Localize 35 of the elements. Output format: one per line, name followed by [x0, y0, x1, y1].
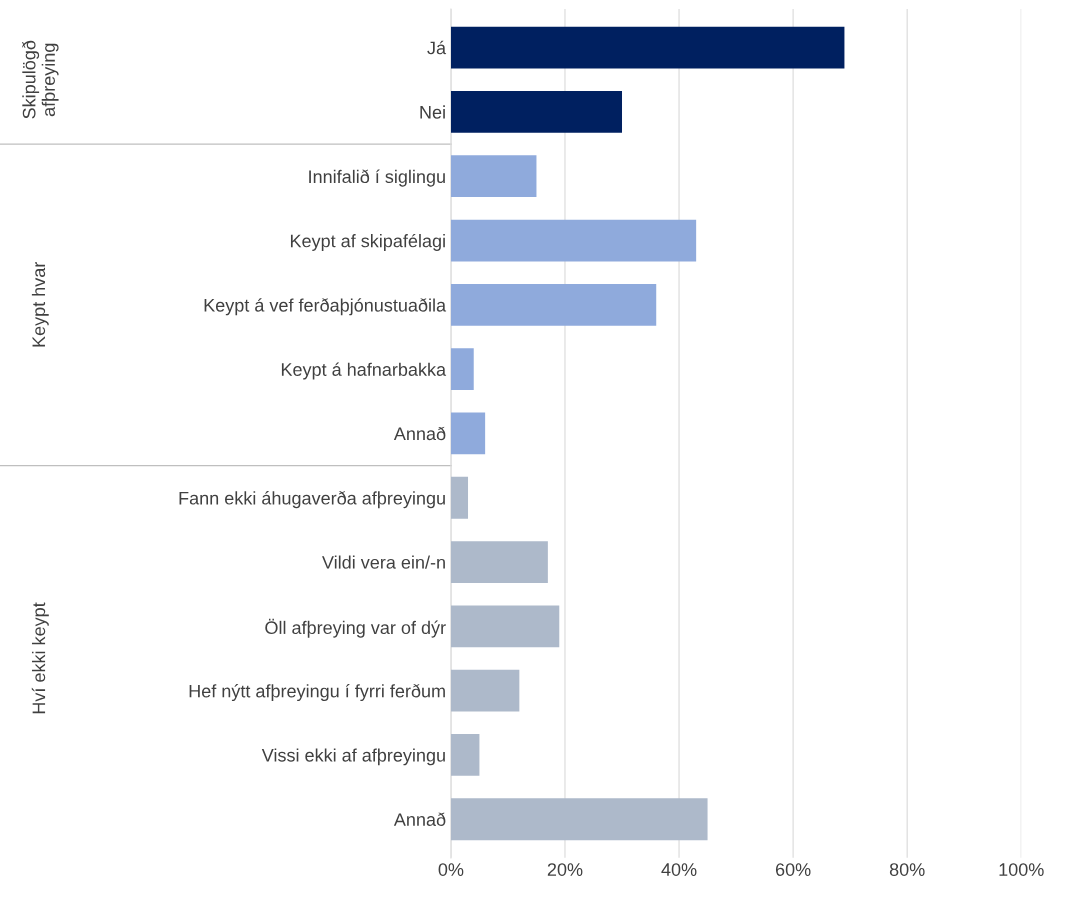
x-tick-label: 20%	[547, 863, 583, 876]
x-tick-label: 0%	[438, 863, 464, 876]
y-tick-label: Keypt af skipafélagi	[290, 233, 445, 251]
y-tick-label: Nei	[420, 105, 445, 119]
bar	[450, 283, 657, 326]
bar	[450, 219, 697, 262]
y-tick-label: Keypt á hafnarbakka	[281, 362, 447, 380]
y-tick-label: Öll afþreying var of dýr	[265, 618, 446, 638]
x-tick-label: 100%	[999, 863, 1044, 876]
x-tick-label: 60%	[775, 863, 811, 876]
bar	[450, 541, 548, 583]
y-tick-label: Hef nýtt afþreyingu í fyrri ferðum	[189, 683, 445, 702]
y-tick-label: Innifalið í siglingu	[309, 169, 445, 187]
x-tick-label: 40%	[661, 863, 697, 876]
text: Keypt hvar	[31, 261, 49, 347]
bar	[450, 669, 520, 712]
y-tick-label: Vildi vera ein/-n	[322, 555, 445, 569]
y-tick-label: Keypt á vef ferðaþjónustuaðila	[204, 298, 447, 316]
bar	[450, 348, 474, 391]
text: Skipulögð afþreying	[22, 40, 59, 119]
y-tick-label: Já	[427, 40, 447, 55]
bar	[450, 155, 537, 198]
bar	[450, 798, 708, 841]
y-tick-label: Fann ekki áhugaverða afþreyingu	[179, 491, 445, 509]
bar	[450, 26, 845, 69]
y-tick-label: Annað	[393, 426, 446, 441]
y-tick-label: Annað	[393, 812, 446, 826]
bar	[450, 91, 623, 133]
y-tick-label: Vissi ekki af afþreyingu	[261, 748, 445, 766]
text: Hví ekki keypt	[31, 602, 49, 714]
bar	[450, 476, 469, 519]
x-tick-label: 80%	[889, 863, 925, 876]
bar	[450, 412, 486, 455]
bar	[450, 734, 480, 776]
bar	[450, 605, 560, 648]
